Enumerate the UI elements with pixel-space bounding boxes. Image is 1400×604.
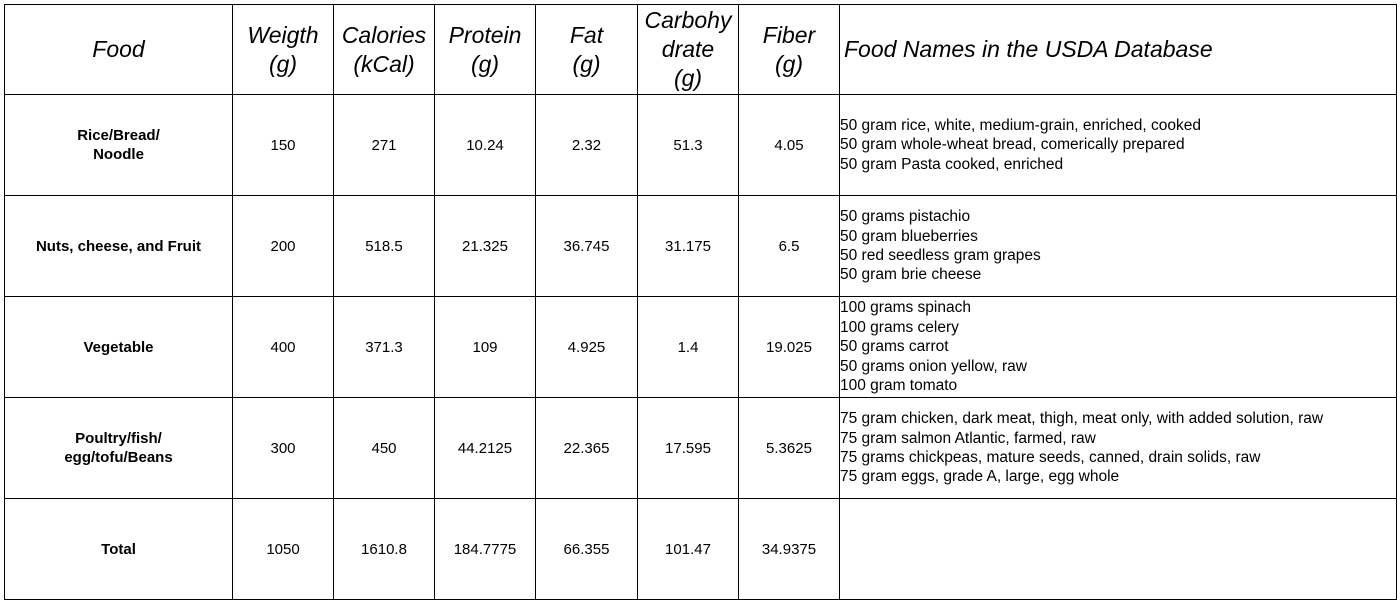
usda-name-line: 50 gram blueberries <box>840 227 978 245</box>
carbohydrate-cell: 17.595 <box>637 397 739 499</box>
header-usda-names: Food Names in the USDA Database <box>839 4 1397 95</box>
weight-cell: 200 <box>232 195 334 297</box>
total-calories-cell: 1610.8 <box>333 498 435 600</box>
usda-name-line: 100 grams spinach <box>840 299 971 317</box>
usda-name-line: 50 red seedless gram grapes <box>840 247 1041 264</box>
carbohydrate-cell: 51.3 <box>637 94 739 196</box>
calories-cell: 371.3 <box>333 296 435 398</box>
nutrition-table: Food Weigth (g) Calories (kCal) Protein … <box>4 4 1397 600</box>
table-row: Nuts, cheese, and Fruit 200 518.5 21.325… <box>4 195 1397 297</box>
header-carbohydrate: Carbohy drate (g) <box>637 4 739 95</box>
protein-cell: 21.325 <box>434 195 536 297</box>
fat-cell: 4.925 <box>535 296 638 398</box>
usda-name-line: 75 gram salmon Atlantic, farmed, raw <box>840 429 1096 447</box>
total-usda-names-cell <box>839 498 1397 600</box>
fat-cell: 22.365 <box>535 397 638 499</box>
carbohydrate-cell: 1.4 <box>637 296 739 398</box>
fiber-cell: 5.3625 <box>738 397 840 499</box>
usda-name-line: 75 gram chicken, dark meat, thigh, meat … <box>840 410 1324 428</box>
usda-name-line: 100 grams celery <box>840 318 959 336</box>
food-group-cell: Nuts, cheese, and Fruit <box>4 195 233 297</box>
fat-cell: 2.32 <box>535 94 638 196</box>
usda-name-line: 50 gram rice, white, medium-grain, enric… <box>840 116 1201 134</box>
total-protein-cell: 184.7775 <box>434 498 536 600</box>
usda-name-line: 100 gram tomato <box>840 377 958 395</box>
food-group-cell: Vegetable <box>4 296 233 398</box>
food-group-cell: Rice/Bread/ Noodle <box>4 94 233 196</box>
usda-name-line: 50 gram whole-wheat bread, comerically p… <box>840 136 1185 154</box>
usda-name-line: 50 gram brie cheese <box>840 266 982 284</box>
total-label: Total <box>4 498 233 600</box>
usda-name-line: 50 grams pistachio <box>840 208 971 226</box>
usda-name-line: 75 grams chickpeas, mature seeds, canned… <box>840 449 1261 466</box>
calories-cell: 450 <box>333 397 435 499</box>
fiber-cell: 19.025 <box>738 296 840 398</box>
header-food: Food <box>4 4 233 95</box>
weight-cell: 400 <box>232 296 334 398</box>
header-fiber: Fiber (g) <box>738 4 840 95</box>
usda-names-cell: 75 gram chicken, dark meat, thigh, meat … <box>839 397 1397 499</box>
header-row: Food Weigth (g) Calories (kCal) Protein … <box>4 4 1397 95</box>
usda-names-cell: 100 grams spinach 100 grams celery 50 gr… <box>839 296 1397 398</box>
food-group-cell: Poultry/fish/ egg/tofu/Beans <box>4 397 233 499</box>
header-calories: Calories (kCal) <box>333 4 435 95</box>
table-row: Poultry/fish/ egg/tofu/Beans 300 450 44.… <box>4 397 1397 499</box>
usda-name-line: 50 grams carrot <box>840 338 949 356</box>
usda-names-cell: 50 grams pistachio 50 gram blueberries 5… <box>839 195 1397 297</box>
usda-name-line: 50 grams onion yellow, raw <box>840 357 1027 375</box>
usda-name-line: 50 gram Pasta cooked, enriched <box>840 155 1064 173</box>
header-protein: Protein (g) <box>434 4 536 95</box>
total-carbohydrate-cell: 101.47 <box>637 498 739 600</box>
carbohydrate-cell: 31.175 <box>637 195 739 297</box>
weight-cell: 300 <box>232 397 334 499</box>
header-weight: Weigth (g) <box>232 4 334 95</box>
calories-cell: 518.5 <box>333 195 435 297</box>
fiber-cell: 6.5 <box>738 195 840 297</box>
protein-cell: 109 <box>434 296 536 398</box>
table-row: Vegetable 400 371.3 109 4.925 1.4 19.025… <box>4 296 1397 398</box>
protein-cell: 10.24 <box>434 94 536 196</box>
usda-names-cell: 50 gram rice, white, medium-grain, enric… <box>839 94 1397 196</box>
total-weight-cell: 1050 <box>232 498 334 600</box>
protein-cell: 44.2125 <box>434 397 536 499</box>
total-row: Total 1050 1610.8 184.7775 66.355 101.47… <box>4 498 1397 600</box>
table-row: Rice/Bread/ Noodle 150 271 10.24 2.32 51… <box>4 94 1397 196</box>
fat-cell: 36.745 <box>535 195 638 297</box>
total-fat-cell: 66.355 <box>535 498 638 600</box>
usda-name-line: 75 gram eggs, grade A, large, egg whole <box>840 468 1120 486</box>
header-fat: Fat (g) <box>535 4 638 95</box>
calories-cell: 271 <box>333 94 435 196</box>
total-fiber-cell: 34.9375 <box>738 498 840 600</box>
weight-cell: 150 <box>232 94 334 196</box>
fiber-cell: 4.05 <box>738 94 840 196</box>
